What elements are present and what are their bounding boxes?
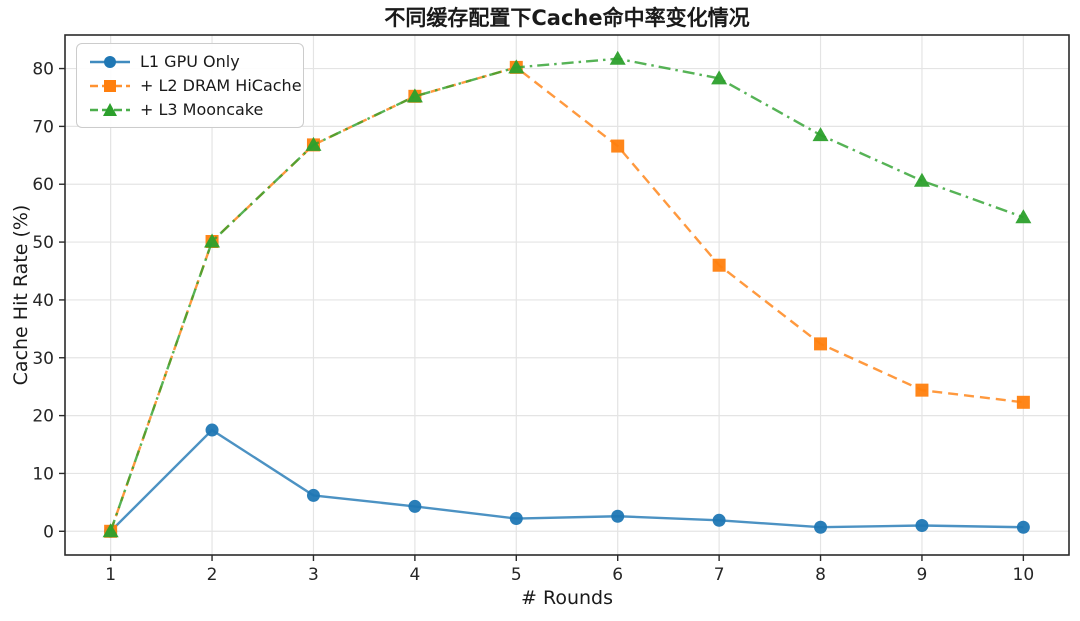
triangle-marker — [305, 136, 322, 151]
x-tick-label: 1 — [105, 565, 116, 585]
circle-marker — [205, 423, 219, 437]
triangle-marker — [711, 70, 728, 85]
circle-marker — [611, 509, 625, 523]
triangle-marker — [102, 523, 119, 538]
chart-title: 不同缓存配置下Cache命中率变化情况 — [384, 6, 750, 30]
square-marker — [1016, 395, 1030, 409]
y-axis-label: Cache Hit Rate (%) — [10, 204, 32, 386]
y-tick-label: 20 — [32, 407, 54, 427]
triangle-marker — [812, 127, 829, 142]
y-tick-label: 50 — [32, 233, 54, 253]
legend-item[interactable]: + L3 Mooncake — [89, 100, 291, 119]
triangle-legend-marker-icon — [90, 102, 130, 116]
triangle-marker — [609, 50, 626, 65]
legend: L1 GPU Only + L2 DRAM HiCache + L3 Mooncak… — [76, 43, 304, 128]
series-line-0 — [109, 428, 1024, 533]
x-tick-label: 10 — [1013, 565, 1035, 585]
y-tick-label: 30 — [32, 349, 54, 369]
y-tick-label: 10 — [32, 464, 54, 484]
x-tick-label: 7 — [714, 565, 725, 585]
circle-marker — [712, 513, 726, 527]
triangle-marker — [406, 88, 423, 103]
legend-label: + L3 Mooncake — [140, 100, 264, 119]
y-tick-label: 60 — [32, 175, 54, 195]
legend-item[interactable]: L1 GPU Only — [89, 52, 291, 71]
legend-item[interactable]: + L2 DRAM HiCache — [89, 76, 302, 95]
x-tick-label: 9 — [917, 565, 928, 585]
x-axis-label: # Rounds — [521, 587, 613, 609]
square-marker — [712, 258, 726, 272]
square-marker — [814, 337, 828, 351]
triangle-marker — [204, 233, 221, 248]
triangle-marker — [508, 59, 525, 74]
x-tick-label: 8 — [815, 565, 826, 585]
circle-marker — [814, 520, 828, 534]
legend-label: + L2 DRAM HiCache — [140, 76, 302, 95]
y-tick-label: 40 — [32, 291, 54, 311]
triangle-marker — [913, 172, 930, 187]
x-tick-label: 4 — [409, 565, 420, 585]
circle-marker — [408, 499, 422, 513]
x-tick-label: 6 — [612, 565, 623, 585]
circle-marker — [509, 512, 523, 526]
series-line-2 — [109, 57, 1024, 532]
legend-label: L1 GPU Only — [140, 52, 240, 71]
square-legend-marker-icon — [90, 79, 130, 92]
circle-marker — [1016, 520, 1030, 534]
circle-marker — [306, 488, 320, 502]
triangle-marker — [1015, 209, 1032, 224]
square-marker — [611, 139, 625, 153]
square-marker — [915, 383, 929, 397]
y-tick-label: 0 — [43, 522, 54, 542]
y-tick-label: 70 — [32, 117, 54, 137]
x-tick-label: 2 — [207, 565, 218, 585]
x-tick-label: 5 — [511, 565, 522, 585]
x-tick-label: 3 — [308, 565, 319, 585]
circle-marker — [915, 519, 929, 533]
circle-legend-marker-icon — [90, 55, 130, 68]
plot-box — [64, 34, 1070, 556]
y-tick-label: 80 — [32, 60, 54, 80]
